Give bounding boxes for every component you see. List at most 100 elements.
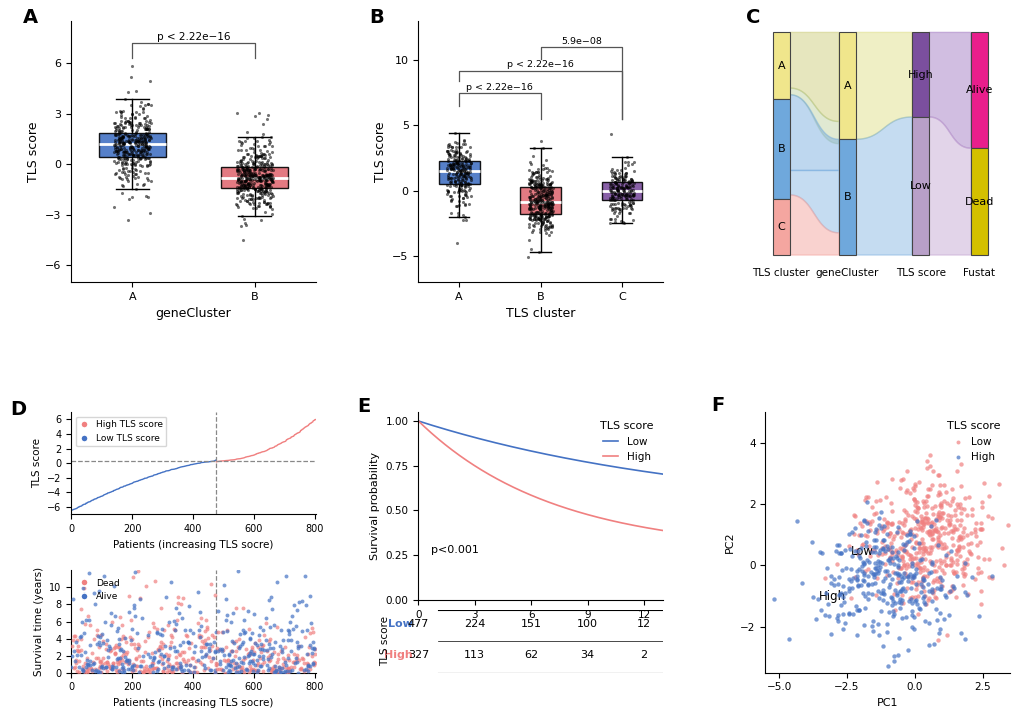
Point xyxy=(438,146,454,157)
Low xyxy=(978,510,995,522)
Point xyxy=(123,134,140,145)
Point xyxy=(251,184,267,195)
Point xyxy=(521,178,537,190)
Point xyxy=(115,663,131,675)
Point xyxy=(137,130,153,141)
Point xyxy=(172,661,189,673)
Point xyxy=(440,148,457,159)
Point xyxy=(443,160,460,171)
Point xyxy=(128,136,145,147)
Point xyxy=(138,190,154,201)
High xyxy=(912,587,928,598)
Point xyxy=(114,188,130,199)
Point xyxy=(126,600,143,611)
Point xyxy=(603,194,620,205)
Low xyxy=(929,490,946,501)
Point xyxy=(256,195,272,206)
Point xyxy=(535,191,551,202)
Point xyxy=(176,533,193,544)
Point xyxy=(521,173,537,184)
Point xyxy=(193,612,209,624)
Point xyxy=(259,154,275,165)
High xyxy=(840,528,856,539)
Point xyxy=(441,159,458,170)
Point xyxy=(528,195,544,206)
Point xyxy=(119,146,136,157)
Polygon shape xyxy=(928,117,970,255)
Point xyxy=(154,629,170,641)
Low xyxy=(861,518,877,530)
Low xyxy=(930,576,947,588)
Y-axis label: Survival time (years): Survival time (years) xyxy=(34,567,44,676)
High xyxy=(848,574,864,586)
Point xyxy=(279,663,296,674)
Point xyxy=(536,200,552,212)
Point xyxy=(264,173,280,185)
Point xyxy=(125,638,142,649)
Point xyxy=(258,185,274,197)
High xyxy=(901,528,917,539)
Point xyxy=(141,135,157,146)
Point xyxy=(304,642,320,653)
Point xyxy=(108,146,124,157)
High xyxy=(983,570,1000,581)
High xyxy=(835,624,851,635)
Point xyxy=(243,634,259,645)
Point xyxy=(530,171,546,183)
Low xyxy=(923,465,940,476)
Y-axis label: PC2: PC2 xyxy=(725,532,734,553)
Point xyxy=(170,648,186,659)
High xyxy=(841,543,857,554)
Low xyxy=(917,546,933,557)
Point xyxy=(222,645,238,656)
Point xyxy=(113,106,129,118)
Low xyxy=(656,470,668,479)
Point xyxy=(521,193,537,205)
Point xyxy=(111,171,127,183)
Point xyxy=(124,142,141,153)
Point xyxy=(123,661,140,672)
Point xyxy=(115,166,131,178)
Point xyxy=(120,657,137,668)
Point xyxy=(259,174,275,185)
Point xyxy=(252,171,268,182)
Point xyxy=(233,190,250,202)
Point xyxy=(252,643,268,654)
High xyxy=(894,594,910,605)
Point xyxy=(624,159,640,170)
Low xyxy=(841,540,857,552)
Low xyxy=(875,513,892,524)
Point xyxy=(142,156,158,167)
Point xyxy=(285,657,302,668)
Point xyxy=(137,145,153,156)
Low xyxy=(883,566,900,578)
Point xyxy=(280,625,297,636)
High xyxy=(852,542,868,554)
Low xyxy=(930,499,947,510)
Point xyxy=(148,623,164,634)
Point xyxy=(122,166,139,177)
Bar xyxy=(772,200,789,255)
Point xyxy=(625,198,641,209)
Point xyxy=(107,126,123,137)
Low xyxy=(913,513,929,525)
Point xyxy=(462,159,478,171)
Low xyxy=(966,518,982,529)
Point xyxy=(252,660,268,671)
Point xyxy=(302,627,318,639)
Point xyxy=(271,667,287,678)
Point xyxy=(139,146,155,157)
Point xyxy=(448,166,465,177)
Point xyxy=(451,169,468,180)
Point xyxy=(220,649,236,661)
Point xyxy=(613,182,630,193)
Point xyxy=(305,643,321,654)
Point xyxy=(534,187,550,198)
Point xyxy=(245,171,261,182)
Point xyxy=(142,207,158,219)
Point xyxy=(160,649,176,661)
High xyxy=(933,574,950,586)
High xyxy=(915,596,931,607)
Point xyxy=(122,639,139,650)
Low xyxy=(906,484,922,496)
